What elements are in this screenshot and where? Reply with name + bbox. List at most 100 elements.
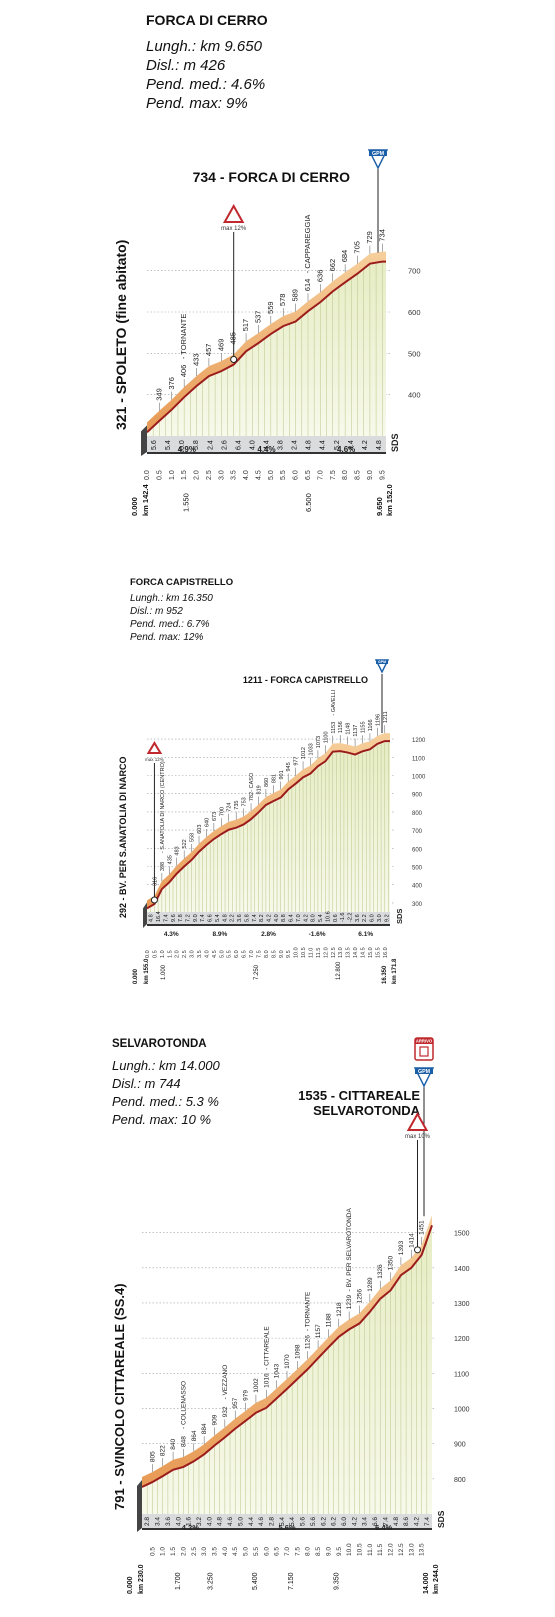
- x-tick-label: 12.0: [323, 947, 329, 958]
- base-line: [142, 1528, 432, 1530]
- km-marker-label: 1.000: [161, 964, 167, 980]
- climb-length: Lungh.: km 16.350: [130, 593, 213, 604]
- altitude-label: 1218: [336, 1302, 343, 1317]
- slope-strip: [142, 1514, 432, 1528]
- x-tick-label: 7.5: [330, 470, 337, 480]
- x-tick-label: 6.5: [242, 950, 248, 958]
- x-tick-label: 11.5: [316, 948, 322, 958]
- segment-slope: 0.6: [333, 914, 339, 922]
- start-km-label: 0.000: [130, 497, 139, 516]
- summit-label: 1211 - FORCA CAPISTRELLO: [243, 675, 368, 685]
- segment-slope: 4.4: [348, 440, 355, 450]
- y-tick-label: 500: [408, 349, 421, 358]
- segment-slope: 10.6: [325, 911, 331, 922]
- segment-slope: 5.6: [151, 440, 158, 450]
- y-tick-label: 1400: [454, 1266, 470, 1273]
- x-tick-label: 13.5: [419, 1543, 426, 1556]
- altitude-label: 684: [340, 250, 349, 263]
- segment-slope: 3.8: [278, 440, 285, 450]
- segment-slope: 3.0: [377, 914, 383, 922]
- km-marker-label: 3.250: [207, 1572, 214, 1590]
- start-point-label: 321 - SPOLETO (fine abitato): [113, 240, 129, 430]
- x-tick-label: 7.0: [284, 1547, 291, 1556]
- segment-slope: 6.6: [372, 1517, 379, 1526]
- max-slope-label: max 12%: [221, 226, 247, 232]
- x-tick-label: 14.5: [361, 947, 367, 958]
- x-tick-label: 3.5: [212, 1547, 219, 1556]
- segment-slope: 4.6: [227, 1517, 234, 1526]
- altitude-label: 1070: [284, 1354, 291, 1369]
- x-tick-label: 7.5: [256, 950, 262, 958]
- x-tick-label: 15.5: [375, 947, 381, 958]
- start-abs-km-label: km 142.4: [141, 483, 150, 516]
- segment-slope: 8.8: [281, 914, 287, 922]
- road-edge-line: [141, 1224, 433, 1488]
- altitude-label: 640: [204, 818, 210, 827]
- x-tick-label: 10.5: [301, 947, 307, 958]
- segment-slope: 4.0: [175, 1517, 182, 1526]
- start-point-label: 791 - SVINCOLO CITTAREALE (SS.4): [112, 1283, 127, 1510]
- altitude-label: 1098: [294, 1344, 301, 1359]
- altitude-label: 406: [179, 365, 188, 378]
- profile-side-face: [141, 425, 147, 456]
- end-km-label: 14.000: [423, 1572, 430, 1594]
- max-slope-icon: [406, 1111, 429, 1131]
- x-tick-label: 9.0: [279, 950, 285, 958]
- segment-avg-slope: 6.1%: [358, 931, 373, 938]
- segment-slope: 7.4: [382, 1517, 389, 1526]
- x-tick-label: 1.5: [181, 470, 188, 480]
- altitude-label: 1350: [388, 1256, 395, 1271]
- segment-slope: 2.4: [292, 440, 299, 450]
- x-tick-label: 3.0: [218, 470, 225, 480]
- y-tick-label: 400: [408, 391, 421, 400]
- y-tick-label: 700: [412, 829, 423, 835]
- altitude-label: 1016: [263, 1373, 270, 1388]
- segment-slope: 2.2: [362, 914, 368, 922]
- segment-slope: 5.4: [279, 1517, 286, 1526]
- segment-slope: 16.4: [156, 911, 162, 922]
- named-point-label: - CASO: [249, 772, 255, 792]
- x-tick-label: 2.0: [175, 950, 181, 958]
- x-tick-label: 10.5: [357, 1543, 364, 1556]
- y-tick-label: 1200: [454, 1336, 470, 1343]
- segment-slope: 8.6: [403, 1517, 410, 1526]
- segment-slope: -2.2: [348, 913, 354, 922]
- altitude-label: 945: [286, 762, 292, 771]
- profile-area: [147, 737, 390, 912]
- x-tick-label: 9.5: [286, 950, 292, 958]
- summit-label-line2: SELVAROTONDA: [313, 1103, 421, 1118]
- segment-slope: 2.8: [268, 1517, 275, 1526]
- altitude-label: 589: [291, 289, 300, 302]
- x-tick-label: 2.5: [182, 950, 188, 958]
- segment-avg-slope: 4.6%: [337, 445, 355, 454]
- segment-slope: 6.0: [341, 1517, 348, 1526]
- x-tick-label: 7.5: [294, 1547, 301, 1556]
- end-abs-km-label: km 171.8: [392, 958, 398, 984]
- altitude-label: 1211: [383, 711, 389, 723]
- x-tick-label: 13.0: [408, 1543, 415, 1556]
- segment-slope: 4.8: [217, 1517, 224, 1526]
- x-tick-label: 11.0: [308, 948, 314, 958]
- altitude-label: 483: [175, 846, 181, 855]
- km-marker-label: 7.250: [254, 964, 260, 980]
- altitude-label: 1289: [367, 1277, 374, 1292]
- segment-slope: 4.2: [303, 914, 309, 922]
- altitude-label: 457: [204, 344, 213, 357]
- altitude-label: 1073: [316, 736, 322, 748]
- x-tick-label: 0.0: [145, 950, 151, 958]
- x-tick-label: 5.0: [243, 1547, 250, 1556]
- x-tick-label: 5.5: [280, 470, 287, 480]
- altitude-label: 469: [216, 339, 225, 352]
- segment-slope: 5.4: [318, 914, 324, 922]
- segment-slope: 4.2: [362, 440, 369, 450]
- altitude-label: 1157: [315, 1324, 322, 1338]
- segment-slope: 4.2: [267, 914, 273, 922]
- km-marker-label: 7.150: [288, 1572, 295, 1590]
- road-edge-line: [146, 740, 390, 910]
- altitude-label: 1188: [325, 1313, 332, 1327]
- x-tick-label: 8.0: [305, 1547, 312, 1556]
- y-tick-label: 600: [412, 847, 423, 853]
- altitude-label: 636: [315, 270, 324, 283]
- altitude-label: 1156: [338, 721, 344, 733]
